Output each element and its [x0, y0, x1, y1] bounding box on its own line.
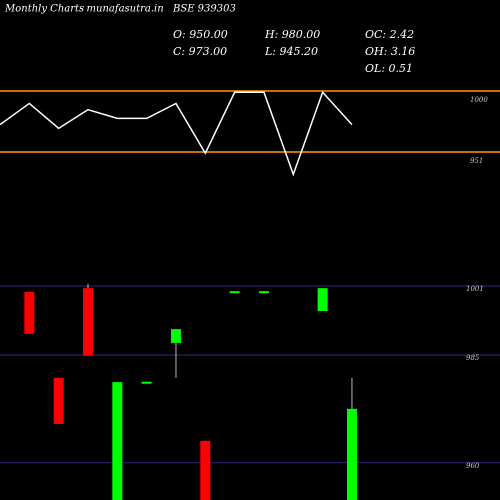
y-tick-label: 985	[466, 354, 480, 362]
candle-body	[82, 288, 93, 356]
y-tick-label: 1000	[470, 96, 488, 104]
close: C: 973.00	[173, 45, 227, 58]
price-line	[0, 90, 353, 177]
candle-body	[258, 291, 269, 294]
candle-body	[229, 291, 240, 294]
ol: OL: 0.51	[365, 62, 413, 75]
candle-body	[24, 292, 35, 334]
plot: 1000 951 1001 985 960	[0, 90, 500, 500]
candle-body	[112, 382, 123, 500]
candle-body	[200, 440, 211, 500]
y-tick-label: 951	[470, 157, 483, 165]
period: Monthly Charts	[4, 4, 84, 15]
oh: OH: 3.16	[365, 45, 415, 58]
candle-body	[170, 329, 181, 343]
y-tick-label: 1001	[466, 285, 484, 293]
low: L: 945.20	[264, 45, 318, 58]
y-tick-label: 960	[466, 462, 480, 470]
high: H: 980.00	[264, 28, 320, 41]
site: - munafasutra.in	[80, 4, 164, 15]
candle-body	[317, 288, 328, 312]
oc: OC: 2.42	[365, 28, 414, 41]
symbol: BSE 939303	[172, 4, 236, 15]
candle-body	[53, 377, 64, 424]
open: O: 950.00	[173, 28, 228, 41]
candle-body	[346, 408, 357, 500]
candle-body	[141, 381, 152, 384]
